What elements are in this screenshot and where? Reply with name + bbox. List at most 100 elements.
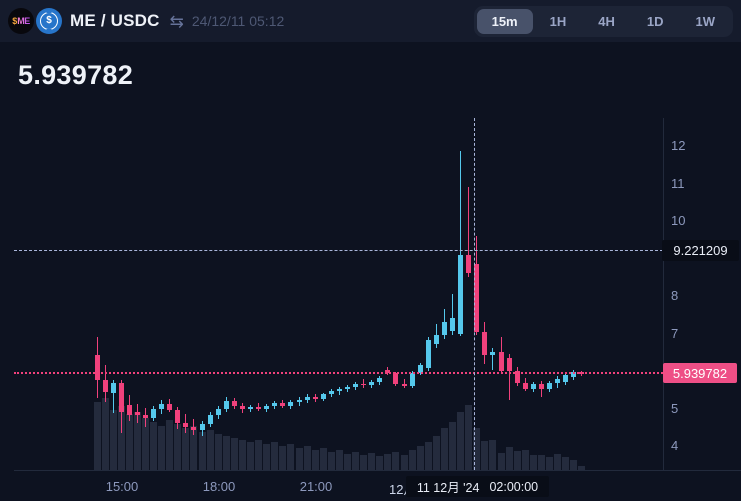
volume-bar bbox=[343, 454, 351, 470]
candle bbox=[433, 335, 439, 344]
candle bbox=[256, 407, 262, 409]
candle bbox=[450, 317, 456, 332]
candle bbox=[183, 422, 189, 428]
timeframe-1d[interactable]: 1D bbox=[632, 9, 679, 34]
timeframe-15m[interactable]: 15m bbox=[476, 8, 533, 34]
volume-bar bbox=[578, 466, 586, 470]
top-bar: $ ME $ ME / USDC ⇆ 24/12/11 05:12 15m 1H … bbox=[0, 0, 741, 42]
candle bbox=[280, 403, 286, 406]
candle bbox=[296, 399, 302, 402]
crosshair-price-label: 9.221209 bbox=[662, 240, 739, 261]
price-tick-label: 12 bbox=[671, 138, 686, 153]
volume-bar bbox=[279, 446, 287, 470]
me-icon-dollar: $ bbox=[12, 16, 18, 26]
volume-bar bbox=[529, 455, 537, 470]
candle bbox=[506, 357, 512, 371]
candle bbox=[239, 406, 245, 410]
volume-bar bbox=[303, 446, 311, 470]
volume-bar bbox=[230, 438, 238, 470]
candle bbox=[336, 389, 342, 392]
swap-pair-icon[interactable]: ⇆ bbox=[169, 11, 184, 31]
candle bbox=[102, 380, 108, 392]
candle bbox=[344, 386, 350, 389]
volume-bar bbox=[214, 434, 222, 470]
time-tick-label: 18:00 bbox=[202, 479, 236, 494]
time-axis-border bbox=[14, 470, 741, 471]
volume-bar bbox=[117, 406, 125, 470]
candle bbox=[312, 396, 318, 399]
candle bbox=[328, 391, 334, 395]
volume-bar bbox=[335, 450, 343, 470]
crosshair-horizontal-line bbox=[14, 250, 663, 251]
candle bbox=[490, 351, 496, 355]
candle bbox=[199, 424, 205, 430]
candle bbox=[514, 371, 520, 384]
timeframe-4h[interactable]: 4H bbox=[583, 9, 630, 34]
volume-bar bbox=[101, 398, 109, 470]
volume-bar bbox=[295, 448, 303, 470]
volume-bar bbox=[133, 412, 141, 470]
volume-bar bbox=[255, 440, 263, 470]
candle-wick bbox=[460, 151, 462, 336]
candle bbox=[385, 369, 391, 374]
candle bbox=[377, 377, 383, 382]
volume-bar bbox=[238, 440, 246, 470]
timeframe-1w[interactable]: 1W bbox=[681, 9, 731, 34]
timeframe-selector: 15m 1H 4H 1D 1W bbox=[473, 5, 733, 37]
volume-bar bbox=[93, 402, 101, 470]
volume-bar bbox=[457, 412, 465, 470]
candle bbox=[482, 331, 488, 355]
candle bbox=[151, 408, 157, 418]
volume-bar bbox=[198, 432, 206, 470]
volume-bar bbox=[206, 430, 214, 470]
last-price-display: 5.939782 bbox=[18, 60, 134, 90]
candle bbox=[522, 383, 528, 390]
candle-wick bbox=[403, 378, 405, 388]
candle bbox=[361, 383, 367, 386]
volume-bar bbox=[570, 460, 578, 470]
candle bbox=[231, 401, 237, 407]
volume-bar bbox=[327, 452, 335, 470]
candle bbox=[288, 401, 294, 406]
candle bbox=[272, 403, 278, 406]
candle-wick bbox=[452, 294, 454, 336]
candle bbox=[458, 254, 464, 334]
candle bbox=[175, 410, 181, 423]
candle-wick bbox=[112, 380, 114, 413]
price-tick-label: 7 bbox=[671, 325, 679, 341]
candle bbox=[571, 372, 577, 378]
candle bbox=[110, 383, 116, 394]
candle bbox=[546, 383, 552, 389]
volume-bar bbox=[376, 456, 384, 470]
volume-bar bbox=[424, 442, 432, 470]
volume-bar bbox=[360, 455, 368, 470]
timeframe-1h[interactable]: 1H bbox=[535, 9, 582, 34]
volume-bar bbox=[174, 424, 182, 470]
candle bbox=[425, 340, 431, 368]
usdc-ring: $ bbox=[40, 12, 58, 30]
candle-wick bbox=[363, 379, 365, 388]
price-tick-label: 10 bbox=[671, 213, 686, 228]
candle-wick bbox=[508, 353, 510, 400]
candle bbox=[417, 365, 423, 373]
candle bbox=[409, 372, 415, 386]
volume-bar bbox=[158, 426, 166, 470]
candle bbox=[126, 405, 132, 415]
price-tick-label: 5 bbox=[671, 400, 679, 416]
volume-bar bbox=[440, 428, 448, 470]
volume-bar bbox=[513, 451, 521, 470]
volume-bar bbox=[545, 457, 553, 470]
candle bbox=[304, 396, 310, 400]
volume-bar bbox=[449, 422, 457, 470]
candle bbox=[320, 394, 326, 399]
candle bbox=[248, 407, 254, 410]
time-tick-label: 21:00 bbox=[299, 479, 333, 494]
volume-bar bbox=[416, 446, 424, 470]
candle bbox=[207, 414, 213, 425]
candle-wick bbox=[193, 419, 195, 435]
volume-bar bbox=[465, 405, 473, 470]
candle bbox=[191, 427, 197, 430]
time-tick-label: 15:00 bbox=[105, 479, 139, 494]
price-tick-label: 8 bbox=[671, 288, 679, 303]
